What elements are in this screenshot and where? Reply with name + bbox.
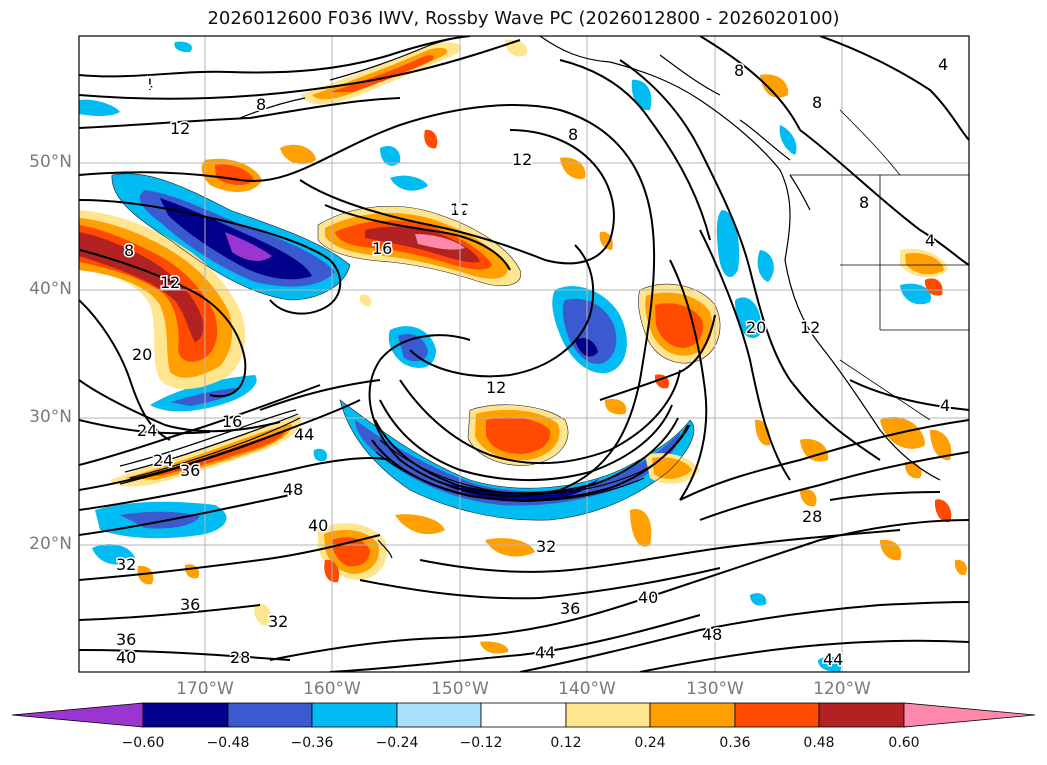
contour-label: 44 bbox=[823, 650, 843, 669]
contour-label: 12 bbox=[800, 318, 820, 337]
jet-contours bbox=[119, 409, 691, 502]
colorbar bbox=[11, 702, 1036, 728]
contour-label: 44 bbox=[294, 425, 314, 444]
colorbar-segment bbox=[311, 702, 398, 728]
lon-label: 130°W bbox=[686, 679, 744, 699]
colorbar-tick: −0.24 bbox=[375, 735, 419, 751]
contour-label: 40 bbox=[116, 648, 136, 667]
colorbar-segment bbox=[734, 702, 820, 728]
coastline bbox=[239, 36, 941, 559]
contour-label: 20 bbox=[746, 318, 766, 337]
lat-label: 30°N bbox=[29, 407, 72, 427]
colorbar-segment bbox=[565, 702, 651, 728]
colorbar-segment bbox=[11, 702, 144, 728]
contour-label: 24 bbox=[137, 421, 157, 440]
contour-label: 4 bbox=[143, 75, 153, 94]
lat-label: 50°N bbox=[29, 152, 72, 172]
contour-label: 36 bbox=[180, 595, 200, 614]
graticule bbox=[79, 36, 969, 672]
lon-label: 120°W bbox=[813, 679, 871, 699]
lon-label: 140°W bbox=[558, 679, 616, 699]
contour-label: 28 bbox=[230, 648, 250, 667]
contour-label: 40 bbox=[638, 588, 658, 607]
contour-label: 12 bbox=[450, 200, 470, 219]
iwv-contours bbox=[79, 36, 969, 672]
contour-label: 24 bbox=[153, 451, 173, 470]
contour-label: 32 bbox=[536, 537, 556, 556]
contour-label: 8 bbox=[859, 193, 869, 212]
map-title: 2026012600 F036 IWV, Rossby Wave PC (202… bbox=[207, 8, 840, 29]
contour-label-spare: 12 bbox=[455, 203, 475, 222]
colorbar-segment bbox=[818, 702, 905, 728]
lon-label: 170°W bbox=[176, 679, 234, 699]
colorbar-segment bbox=[227, 702, 313, 728]
contour-label: 20 bbox=[132, 345, 152, 364]
contour-label: 8 bbox=[568, 125, 578, 144]
contour-label: 8 bbox=[256, 95, 266, 114]
contour-label: 40 bbox=[308, 516, 328, 535]
lon-label: 150°W bbox=[431, 679, 489, 699]
contour-label: 4 bbox=[938, 55, 948, 74]
map-frame bbox=[78, 35, 970, 673]
colorbar-tick: −0.60 bbox=[121, 735, 165, 751]
contour-label: 12 bbox=[486, 378, 506, 397]
colorbar-segment bbox=[903, 702, 1036, 728]
contour-label: 48 bbox=[702, 625, 722, 644]
contour-label: 36 bbox=[560, 599, 580, 618]
lon-label: 160°W bbox=[303, 679, 361, 699]
contour-label: 8 bbox=[734, 61, 744, 80]
anomaly-outlines bbox=[111, 173, 721, 521]
colorbar-segment bbox=[649, 702, 736, 728]
colorbar-tick: 0.12 bbox=[550, 735, 582, 751]
colorbar-tick: 0.48 bbox=[803, 735, 835, 751]
colorbar-tick: 0.60 bbox=[888, 735, 920, 751]
colorbar-tick: 0.36 bbox=[719, 735, 751, 751]
negative-anomaly-shading bbox=[79, 41, 931, 672]
contour-label: 8 bbox=[124, 241, 134, 260]
contour-label: 32 bbox=[268, 612, 288, 631]
contour-label: 36 bbox=[116, 630, 136, 649]
colorbar-tick: −0.48 bbox=[206, 735, 250, 751]
contour-label: 4 bbox=[925, 231, 935, 250]
contour-label: 12 bbox=[170, 119, 190, 138]
colorbar-tick: 0.24 bbox=[634, 735, 666, 751]
political-borders bbox=[790, 109, 969, 421]
contour-label: 4 bbox=[940, 396, 950, 415]
contour-label: 16 bbox=[222, 412, 242, 431]
contour-labels: 4 8 12 8 12 16 12 12 8 8 4 4 8 12 16 12 … bbox=[115, 54, 952, 671]
colorbar-segment bbox=[142, 702, 229, 728]
contour-label: 12 bbox=[160, 273, 180, 292]
colorbar-segment bbox=[396, 702, 482, 728]
contour-label: 8 bbox=[812, 93, 822, 112]
contour-label: 28 bbox=[802, 507, 822, 526]
contour-label-spare: 4 bbox=[140, 75, 150, 94]
lat-label: 20°N bbox=[29, 534, 72, 554]
contour-label: 48 bbox=[283, 480, 303, 499]
colorbar-tick: −0.36 bbox=[290, 735, 334, 751]
contour-label: 12 bbox=[512, 150, 532, 169]
contour-label: 44 bbox=[535, 643, 555, 662]
contour-label: 32 bbox=[116, 555, 136, 574]
contour-label: 36 bbox=[180, 461, 200, 480]
contour-label: 16 bbox=[372, 239, 392, 258]
lat-label: 40°N bbox=[29, 279, 72, 299]
colorbar-segment bbox=[480, 702, 567, 728]
colorbar-tick: −0.12 bbox=[459, 735, 503, 751]
